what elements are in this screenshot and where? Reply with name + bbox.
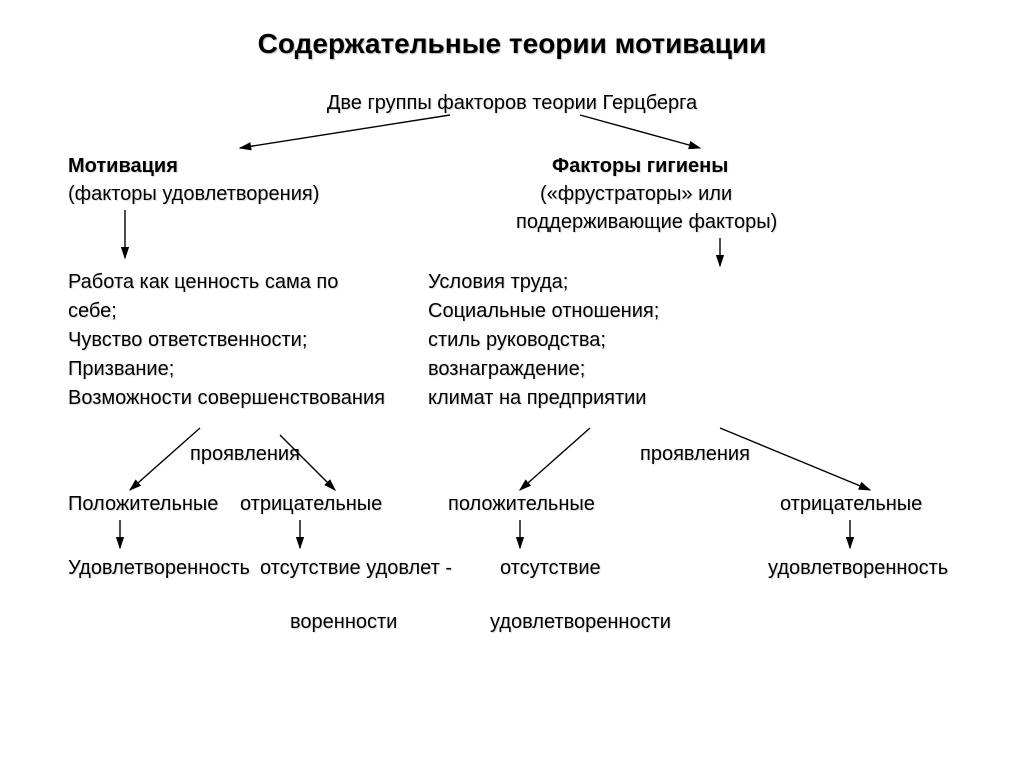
left-neg-result: отсутствие удовлет -: [260, 554, 452, 583]
left-neg-result2: воренности: [290, 608, 397, 637]
right-manifest: проявления: [640, 440, 750, 469]
left-sub: (факторы удовлетворения): [68, 180, 319, 209]
left-neg: отрицательные: [240, 490, 382, 519]
right-list: Условия труда; Социальные отношения; сти…: [428, 268, 659, 413]
left-list: Работа как ценность сама по себе; Чувств…: [68, 268, 385, 413]
right-neg-result: удовлетворенность: [768, 554, 948, 583]
right-pos-result2: удовлетворенности: [490, 608, 671, 637]
left-pos-result: Удовлетворенность: [68, 554, 250, 583]
right-pos: положительные: [448, 490, 595, 519]
right-neg: отрицательные: [780, 490, 922, 519]
page-title: Содержательные теории мотивации: [0, 0, 1024, 60]
left-pos: Положительные: [68, 490, 218, 519]
left-heading: Мотивация: [68, 152, 178, 181]
subtitle: Две группы факторов теории Герцберга: [0, 92, 1024, 115]
right-sub1: («фрустраторы» или: [540, 180, 732, 209]
left-manifest: проявления: [190, 440, 300, 469]
right-heading: Факторы гигиены: [552, 152, 728, 181]
right-sub2: поддерживающие факторы): [516, 208, 777, 237]
right-pos-result: отсутствие: [500, 554, 601, 583]
